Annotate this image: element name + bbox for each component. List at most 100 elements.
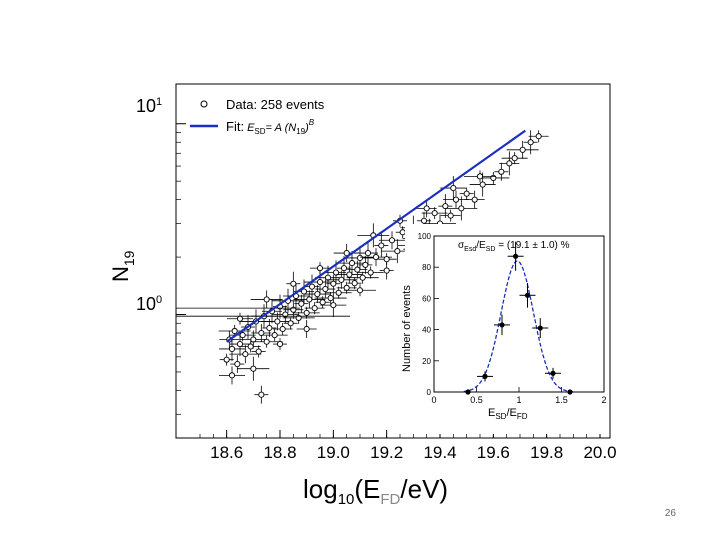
x-tick-label: 19.0 (317, 443, 350, 462)
x-tick-label: 19.4 (423, 443, 456, 462)
data-point (272, 288, 304, 313)
legend-fit-label: Fit: ESD= A (N19)B (226, 118, 315, 136)
data-point (464, 170, 496, 183)
data-point (294, 294, 309, 313)
x-tick-label: 18.8 (263, 443, 296, 462)
inset-y-tick-label: 40 (422, 326, 431, 335)
data-point (296, 319, 317, 338)
data-point (218, 324, 251, 337)
data-point (304, 285, 331, 304)
data-point (333, 244, 360, 263)
data-point (494, 162, 509, 181)
data-point (346, 271, 379, 284)
data-point (325, 286, 352, 299)
fit-line (226, 129, 526, 343)
data-point (254, 385, 269, 404)
x-tick-label: 19.8 (530, 443, 563, 462)
data-point (237, 356, 270, 381)
data-point (230, 355, 245, 374)
data-point (344, 284, 376, 297)
data-point (293, 290, 326, 309)
data-point (336, 251, 368, 276)
data-point (227, 312, 253, 325)
inset-data-point (545, 367, 561, 379)
data-point (219, 366, 245, 385)
x-tick-label: 20.0 (583, 443, 616, 462)
inset-x-axis-label: ESD/EFD (488, 407, 528, 421)
inset-y-tick-label: 100 (418, 232, 432, 241)
data-point (262, 318, 277, 337)
data-point (305, 274, 319, 299)
x-tick-label: 18.6 (210, 443, 243, 462)
data-point (336, 265, 363, 284)
data-point (273, 338, 287, 351)
data-point (499, 151, 520, 176)
data-point (240, 330, 267, 349)
data-point (459, 187, 474, 200)
inset-data-point (562, 389, 578, 395)
data-point (358, 241, 378, 266)
inset-y-tick-label: 80 (422, 263, 431, 272)
inset-y-tick-label: 60 (422, 294, 431, 303)
x-tick-label: 19.2 (370, 443, 403, 462)
inset-data-point (460, 389, 476, 395)
data-point (528, 130, 549, 143)
inset-title: σEsd/ESD = (19.1 ± 1.0) % (458, 240, 570, 253)
inset-x-tick-label: 0.5 (470, 395, 483, 405)
inset-y-tick-label: 0 (427, 388, 432, 397)
data-point (219, 336, 245, 361)
data-point (347, 245, 373, 270)
data-point (219, 353, 234, 366)
y-tick-label-10: 101 (136, 96, 162, 116)
data-point (304, 302, 325, 315)
inset-data-point (507, 241, 524, 271)
data-point (286, 271, 301, 296)
inset-data-point (477, 371, 493, 382)
legend-data-label: Data: 258 events (226, 97, 325, 112)
data-point (261, 329, 288, 342)
data-point (315, 296, 330, 309)
data-point (501, 152, 528, 165)
data-point (272, 322, 293, 335)
inset-x-tick-label: 1 (516, 395, 521, 405)
data-point (445, 196, 478, 221)
inset-data-point (494, 314, 510, 336)
data-point (250, 290, 283, 309)
data-point (251, 324, 272, 343)
data-point (320, 293, 347, 318)
data-point (261, 312, 294, 331)
inset-data-point (519, 282, 536, 308)
data-point (347, 277, 362, 290)
inset-data-point (532, 318, 549, 339)
data-point (250, 335, 283, 348)
data-point (229, 345, 262, 364)
inset-background (405, 224, 607, 434)
x-tick-label: 19.6 (477, 443, 510, 462)
inset-x-tick-label: 0 (431, 395, 436, 405)
data-point (421, 207, 448, 220)
inset-gaussian-fit (463, 260, 575, 393)
inset-x-tick-label: 2 (601, 395, 606, 405)
legend: Data: 258 events Fit: ESD= A (N19)B (190, 97, 325, 136)
data-point (283, 317, 298, 330)
y-axis-label: N19 (108, 250, 137, 282)
data-point (325, 270, 358, 289)
data-point (310, 262, 330, 275)
x-axis-label: log10(EFD/eV) (303, 474, 448, 508)
y-tick-label-1: 100 (136, 294, 162, 314)
data-point (374, 233, 389, 258)
data-point (440, 209, 461, 222)
data-point (464, 190, 485, 209)
data-point (357, 223, 390, 248)
data-point (379, 231, 405, 250)
main-plot-frame (175, 83, 611, 439)
inset-y-tick-label: 20 (422, 357, 431, 366)
data-point (379, 261, 394, 280)
inset-x-tick-label: 1.5 (555, 395, 568, 405)
slide-number: 26 (664, 508, 676, 519)
data-point (523, 130, 538, 155)
data-point (357, 266, 384, 279)
data-point (293, 306, 320, 319)
data-point (506, 140, 539, 159)
